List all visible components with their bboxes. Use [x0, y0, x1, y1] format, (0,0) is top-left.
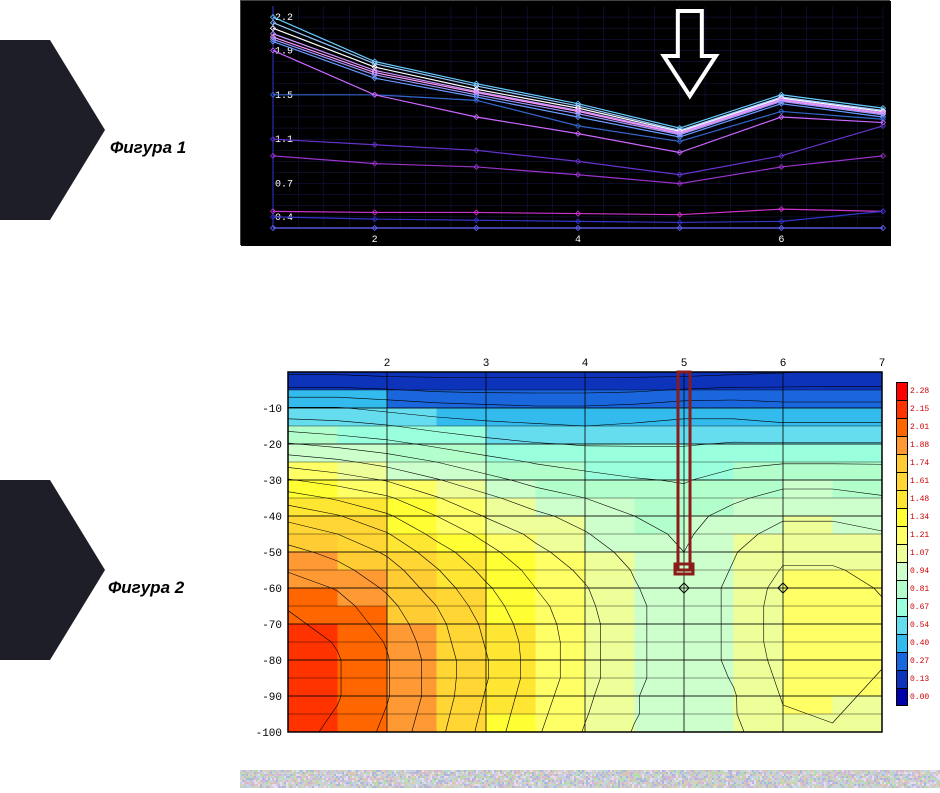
svg-text:-80: -80 [262, 656, 282, 668]
svg-text:5: 5 [681, 358, 688, 370]
svg-text:-30: -30 [262, 476, 282, 488]
colorscale-legend: 2.282.152.011.881.741.611.481.341.211.07… [896, 382, 938, 706]
marker-arrow-2 [0, 480, 110, 660]
figure-1-chart: 0.40.71.11.51.92.2246 [240, 0, 890, 245]
svg-text:7: 7 [879, 358, 886, 370]
svg-text:-20: -20 [262, 440, 282, 452]
svg-text:-70: -70 [262, 620, 282, 632]
svg-text:4: 4 [575, 235, 581, 246]
svg-text:-60: -60 [262, 584, 282, 596]
svg-text:-50: -50 [262, 548, 282, 560]
svg-text:-100: -100 [256, 728, 282, 740]
svg-text:0.7: 0.7 [275, 180, 293, 191]
svg-text:1.5: 1.5 [275, 91, 293, 102]
svg-text:4: 4 [582, 358, 589, 370]
svg-text:6: 6 [780, 358, 787, 370]
svg-text:6: 6 [778, 235, 784, 246]
svg-text:0.4: 0.4 [275, 213, 293, 224]
svg-text:3: 3 [483, 358, 490, 370]
svg-text:2: 2 [384, 358, 391, 370]
figure-1-label: Фигура 1 [110, 138, 186, 158]
svg-text:2: 2 [372, 235, 378, 246]
svg-text:-10: -10 [262, 404, 282, 416]
svg-text:-40: -40 [262, 512, 282, 524]
figure-2-label: Фигура 2 [108, 578, 184, 598]
noise-strip [240, 770, 940, 788]
marker-arrow-1 [0, 40, 110, 220]
svg-text:-90: -90 [262, 692, 282, 704]
figure-2-chart: 2 3 4 5 6 7 -10 -20 -30 -40 -50 -60 -70 -80 -90 -100 2.… [240, 350, 940, 740]
